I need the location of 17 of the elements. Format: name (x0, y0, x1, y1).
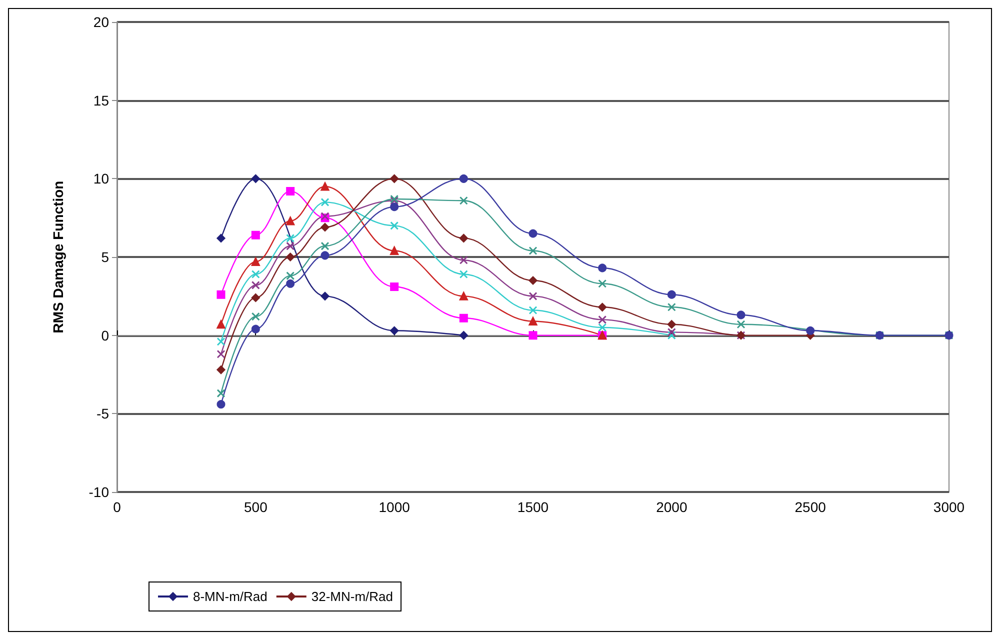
x-tick-label: 0 (113, 499, 122, 515)
x-tick-label: 2000 (656, 499, 688, 515)
x-tick-label: 3000 (933, 499, 965, 515)
x-tick-label: 1000 (378, 499, 410, 515)
y-tick-label: 10 (93, 170, 110, 187)
y-tick-label: 0 (101, 327, 110, 344)
legend-label: 8-MN-m/Rad (193, 589, 268, 604)
x-tick-label: 1500 (517, 499, 549, 515)
y-tick-label: 5 (101, 249, 110, 265)
y-tick-label: -10 (88, 484, 110, 500)
y-tick-label: 15 (93, 92, 110, 108)
y-tick-label: 20 (93, 14, 110, 30)
x-tick-label: 500 (244, 499, 268, 515)
y-tick-label: -5 (96, 406, 110, 422)
legend-label: 32-MN-m/Rad (311, 589, 394, 604)
x-tick-label: 2500 (794, 499, 826, 515)
y-axis-title: RMS Damage Function (50, 180, 66, 334)
